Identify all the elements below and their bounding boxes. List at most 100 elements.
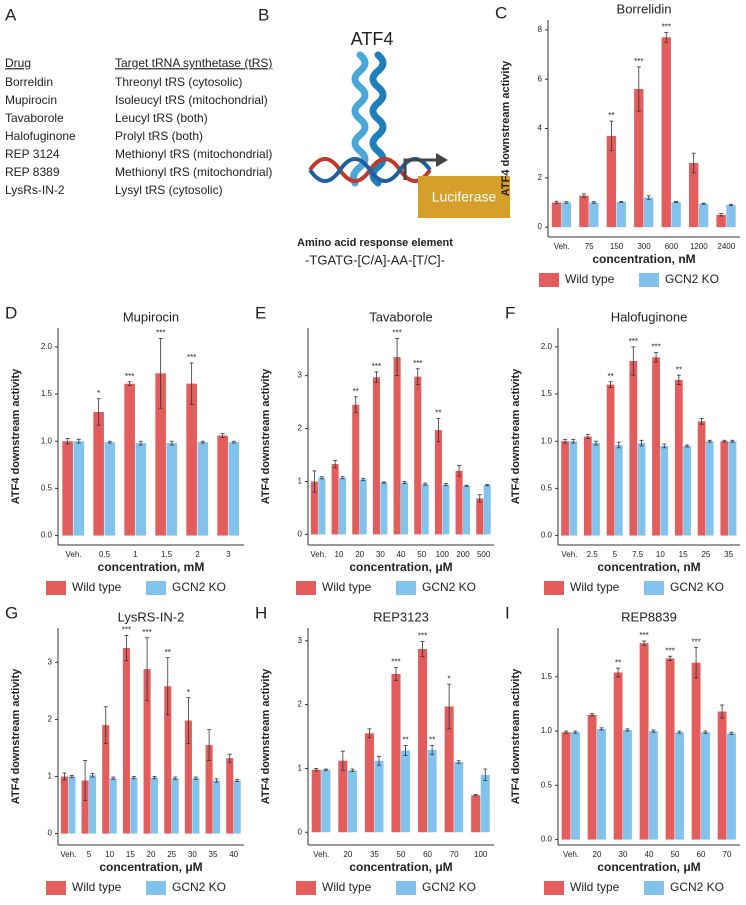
bar: [338, 760, 348, 833]
panel-label: F: [505, 303, 515, 322]
bar: [613, 672, 623, 840]
significance: ***: [665, 646, 674, 655]
error-bar: [145, 637, 150, 701]
x-tick-label: 50: [397, 850, 406, 859]
legend-swatch: [396, 881, 416, 895]
error-bar: [127, 381, 132, 386]
legend-swatch: [544, 581, 564, 595]
y-axis-label: ATF4 downstream activity: [10, 668, 22, 804]
bar: [587, 714, 597, 840]
bar: [155, 373, 166, 536]
error-bar: [423, 482, 428, 486]
bar: [649, 731, 658, 840]
error-bar: [314, 768, 319, 772]
x-tick-label: 60: [697, 850, 706, 859]
error-bar: [69, 774, 74, 779]
x-tick-label: 25: [167, 850, 176, 859]
error-bar: [214, 778, 219, 783]
bar: [644, 197, 654, 228]
bar: [217, 435, 228, 536]
charts: C Borrelidin ATF4 downstream activity 0 2 4 6 8…: [5, 1, 740, 895]
error-bar: [571, 438, 576, 444]
significance: *: [448, 674, 451, 683]
bar: [661, 37, 671, 228]
error-bar: [729, 731, 734, 735]
error-bar: [231, 440, 236, 444]
legend-swatch: [296, 881, 316, 895]
error-bar: [636, 66, 641, 112]
error-bar: [646, 195, 651, 200]
significance: ***: [187, 353, 196, 362]
significance: ***: [142, 628, 151, 637]
x-tick-label: 7.5: [632, 550, 644, 559]
y-tick-label: 1: [298, 764, 303, 773]
bar: [205, 745, 213, 834]
panel-label: E: [255, 303, 266, 322]
bar: [616, 201, 626, 228]
error-bar: [420, 641, 425, 658]
x-tick-label: 100: [436, 550, 450, 559]
table-header: Drug: [5, 56, 31, 70]
bar: [583, 436, 592, 536]
x-axis-label: concentration, μM: [349, 560, 452, 574]
significance: ***: [372, 362, 381, 371]
bar: [164, 686, 172, 834]
x-tick-label: 5: [87, 850, 92, 859]
sequence: -TGATG-[C/A]-AA-[T/C]-: [305, 252, 445, 267]
x-tick-label: 1.5: [161, 550, 173, 559]
bar: [665, 658, 675, 840]
error-bar: [395, 338, 400, 377]
significance: **: [608, 111, 614, 120]
x-tick-label: Veh.: [563, 850, 579, 859]
x-axis-label: concentration, μM: [99, 860, 202, 874]
chart-title: LysRS-IN-2: [118, 609, 185, 624]
x-tick-label: 100: [474, 850, 488, 859]
bar: [171, 778, 179, 834]
bar: [728, 441, 737, 536]
bar: [637, 443, 646, 536]
error-bar: [642, 640, 647, 646]
x-tick-label: 50: [671, 850, 680, 859]
error-bar: [564, 201, 569, 204]
error-bar: [361, 477, 366, 481]
table-cell: REP 3124: [5, 147, 60, 161]
table-cell: Threonyl tRS (cytosolic): [115, 75, 242, 89]
y-axis-label: ATF4 downstream activity: [10, 368, 22, 504]
error-bar: [609, 120, 614, 152]
bar: [228, 442, 240, 536]
y-tick-label: 1.5: [541, 672, 553, 681]
table-cell: Methionyl tRS (mitochondrial): [115, 165, 272, 179]
error-bar: [220, 433, 225, 438]
bar: [310, 481, 318, 535]
bar: [372, 377, 380, 535]
reporter-box: [418, 176, 510, 218]
error-bar: [676, 374, 681, 386]
error-bar: [111, 776, 116, 780]
bar: [579, 195, 589, 228]
y-axis-label: ATF4 downstream activity: [510, 368, 522, 504]
legend-label: Wild type: [570, 580, 620, 594]
table-cell: Borreldin: [5, 75, 53, 89]
bar: [698, 203, 709, 228]
error-bar: [599, 727, 604, 731]
error-bar: [76, 438, 81, 444]
legend-label: GCN2 KO: [422, 880, 476, 894]
bar: [89, 775, 97, 834]
error-bar: [625, 728, 630, 732]
legend-label: GCN2 KO: [670, 880, 724, 894]
panel-label: B: [258, 5, 269, 24]
legend-swatch: [639, 273, 659, 287]
bar: [401, 482, 409, 535]
bar: [151, 777, 159, 834]
error-bar: [701, 202, 706, 205]
bar: [130, 777, 138, 834]
bar: [318, 477, 326, 535]
error-bar: [616, 667, 621, 678]
x-tick-label: 20: [593, 850, 602, 859]
error-bar: [594, 440, 599, 446]
error-bar: [131, 776, 136, 780]
significance: ***: [122, 626, 131, 635]
x-tick-label: 5: [613, 550, 618, 559]
error-bar: [353, 396, 358, 414]
error-bar: [381, 481, 386, 484]
